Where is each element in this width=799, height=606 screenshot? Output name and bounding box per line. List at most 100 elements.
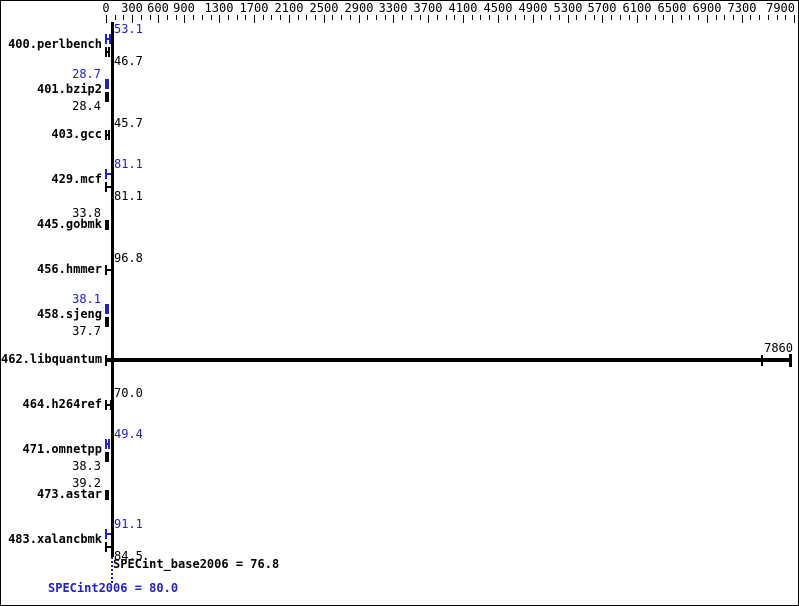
axis-tick-label: 2500 <box>309 1 339 15</box>
axis-tick <box>446 15 447 20</box>
benchmark-label: 473.astar <box>36 487 102 501</box>
axis-tick-label: 2900 <box>344 1 374 15</box>
axis-tick <box>568 15 569 23</box>
value-label: 38.3 <box>72 459 101 473</box>
bar-end-cap <box>107 452 109 462</box>
axis-tick <box>411 15 412 20</box>
value-label: 38.1 <box>72 292 101 306</box>
axis-tick <box>106 15 107 23</box>
axis-tick-label: 4500 <box>483 1 513 15</box>
axis-tick <box>298 15 299 20</box>
axis-tick <box>733 15 734 20</box>
peak-mean-line <box>111 557 113 584</box>
axis-tick-label: 300 <box>121 1 143 15</box>
specint-peak-summary: SPECint2006 = 80.0 <box>48 581 179 595</box>
axis-tick <box>219 15 220 23</box>
value-label: 53.1 <box>114 22 143 36</box>
bar-end-cap <box>107 304 109 314</box>
axis-tick <box>289 15 290 23</box>
axis-tick <box>602 15 603 23</box>
axis-tick <box>480 15 481 20</box>
axis-tick <box>576 15 577 20</box>
value-label: 81.1 <box>114 157 143 171</box>
axis-tick <box>454 15 455 20</box>
axis-tick <box>141 15 142 20</box>
bar-left-cap <box>105 182 107 192</box>
value-label: 39.2 <box>72 476 101 490</box>
axis-tick-label: 900 <box>173 1 195 15</box>
axis-tick <box>158 15 159 23</box>
axis-tick <box>237 15 238 20</box>
axis-tick-label: 0 <box>102 1 110 15</box>
bar-end-cap <box>108 439 110 449</box>
bar-left-cap <box>105 79 107 89</box>
axis-tick <box>228 15 229 20</box>
value-label: 81.1 <box>114 189 143 203</box>
axis-tick <box>515 15 516 20</box>
axis-tick <box>420 15 421 20</box>
axis-tick <box>698 15 699 20</box>
axis-tick-label: 6100 <box>622 1 652 15</box>
bar-inner-cap <box>761 355 763 366</box>
axis-tick-label: 7900 <box>766 1 795 15</box>
axis-tick-label: 1300 <box>204 1 234 15</box>
axis-tick <box>202 15 203 20</box>
axis-tick <box>359 15 360 23</box>
bar-line <box>106 186 113 188</box>
bar-line <box>106 404 112 406</box>
bar-line <box>106 533 114 535</box>
axis-tick <box>150 15 151 20</box>
axis-tick <box>115 15 116 20</box>
axis-tick <box>324 15 325 23</box>
bar-line <box>106 546 113 548</box>
bar-left-cap <box>105 304 107 314</box>
axis-tick-label: 1700 <box>239 1 269 15</box>
axis-tick <box>463 15 464 23</box>
axis-tick <box>768 15 769 20</box>
benchmark-label: 483.xalancbmk <box>8 532 102 546</box>
axis-tick <box>585 15 586 20</box>
axis-tick <box>611 15 612 20</box>
axis-tick <box>341 15 342 20</box>
axis-tick <box>245 15 246 20</box>
benchmark-label: 403.gcc <box>51 127 102 141</box>
axis-tick <box>777 15 778 20</box>
bar-end-cap <box>107 317 109 327</box>
axis-tick <box>350 15 351 20</box>
bar-end-cap <box>789 354 792 367</box>
value-label: 28.7 <box>72 67 101 81</box>
value-label: 45.7 <box>114 116 143 130</box>
axis-tick <box>306 15 307 20</box>
axis-tick <box>559 15 560 20</box>
value-label: 84.5 <box>114 549 143 563</box>
axis-tick-label: 5300 <box>553 1 583 15</box>
base-mean-line <box>111 22 114 557</box>
benchmark-label: 464.h264ref <box>22 397 102 411</box>
bar-end-cap <box>108 47 110 57</box>
axis-tick <box>759 15 760 20</box>
axis-tick <box>176 15 177 20</box>
axis-tick <box>620 15 621 20</box>
bar-line <box>106 269 114 271</box>
axis-tick <box>211 15 212 20</box>
bar-left-cap <box>105 220 107 230</box>
axis-tick <box>280 15 281 20</box>
bar-left-cap <box>105 317 107 327</box>
bar-end-cap <box>108 130 110 140</box>
bar-left-cap <box>105 34 107 44</box>
axis-tick <box>123 15 124 20</box>
bar-left-cap <box>105 169 107 179</box>
value-label: 33.8 <box>72 206 101 220</box>
bar-line <box>106 38 111 40</box>
axis-tick <box>315 15 316 20</box>
axis-tick <box>507 15 508 20</box>
benchmark-label: 429.mcf <box>51 172 102 186</box>
axis-tick <box>385 15 386 20</box>
axis-tick-label: 7300 <box>727 1 757 15</box>
axis-tick <box>184 15 185 23</box>
bar-left-cap <box>105 355 107 366</box>
axis-tick <box>167 15 168 20</box>
axis-tick <box>263 15 264 20</box>
bar-line <box>106 173 113 175</box>
value-label: 46.7 <box>114 54 143 68</box>
